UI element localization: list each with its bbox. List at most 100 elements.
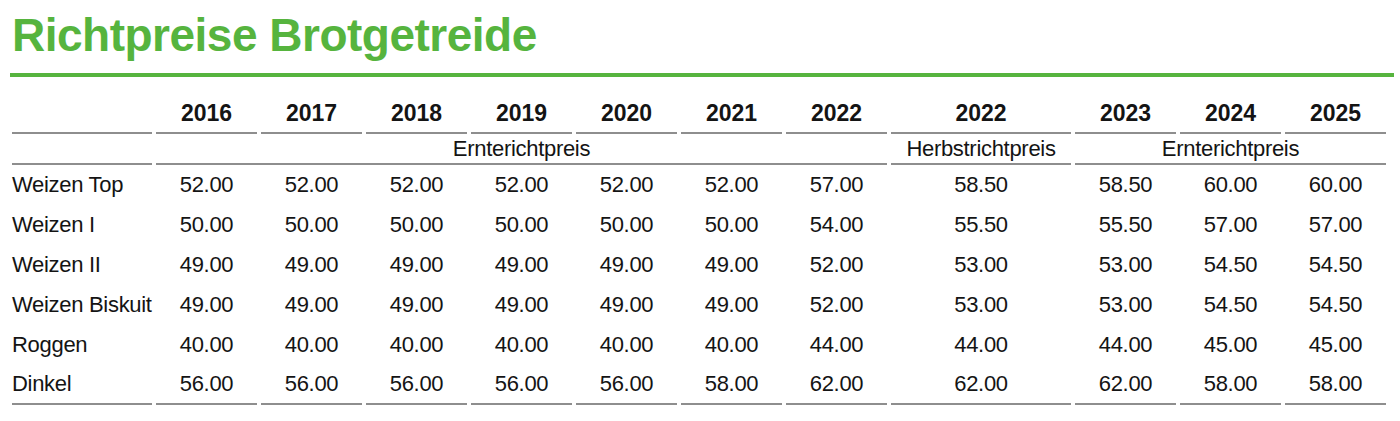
year-header-cell: 2024 [1180, 100, 1281, 134]
price-cell: 56.00 [366, 365, 467, 405]
price-cell: 44.00 [786, 325, 887, 365]
price-cell: 60.00 [1180, 165, 1281, 205]
price-cell: 56.00 [471, 365, 572, 405]
price-cell: 54.50 [1180, 245, 1281, 285]
page-title: Richtpreise Brotgetreide [12, 12, 1400, 58]
price-cell: 49.00 [471, 245, 572, 285]
price-cell: 49.00 [576, 285, 677, 325]
price-cell: 57.00 [1285, 205, 1386, 245]
price-cell: 50.00 [471, 205, 572, 245]
price-cell: 44.00 [891, 325, 1071, 365]
price-cell: 52.00 [261, 165, 362, 205]
year-header-cell: 2016 [156, 100, 257, 134]
price-cell: 58.50 [891, 165, 1071, 205]
price-cell: 62.00 [1075, 365, 1176, 405]
price-cell: 56.00 [156, 365, 257, 405]
title-underline-rule [10, 73, 1394, 77]
period-header-row: ErnterichtpreisHerbstrichtpreisErnterich… [12, 134, 1386, 165]
corner-cell [12, 100, 152, 134]
price-cell: 62.00 [786, 365, 887, 405]
price-cell: 45.00 [1285, 325, 1386, 365]
year-header-cell: 2022 [891, 100, 1071, 134]
price-cell: 54.50 [1180, 285, 1281, 325]
price-cell: 54.00 [786, 205, 887, 245]
year-header-cell: 2023 [1075, 100, 1176, 134]
year-header-cell: 2022 [786, 100, 887, 134]
year-header-cell: 2017 [261, 100, 362, 134]
price-cell: 50.00 [681, 205, 782, 245]
table-row: Roggen40.0040.0040.0040.0040.0040.0044.0… [12, 325, 1386, 365]
period-header-cell: Ernterichtpreis [156, 134, 887, 165]
row-label: Dinkel [12, 365, 152, 405]
price-cell: 53.00 [891, 285, 1071, 325]
price-cell: 55.50 [891, 205, 1071, 245]
row-label: Roggen [12, 325, 152, 365]
price-cell: 40.00 [156, 325, 257, 365]
price-table: 2016201720182019202020212022202220232024… [8, 100, 1390, 405]
year-header-cell: 2021 [681, 100, 782, 134]
price-cell: 52.00 [681, 165, 782, 205]
price-cell: 52.00 [471, 165, 572, 205]
price-cell: 49.00 [156, 285, 257, 325]
price-cell: 50.00 [261, 205, 362, 245]
price-cell: 44.00 [1075, 325, 1176, 365]
price-cell: 58.00 [1285, 365, 1386, 405]
price-cell: 40.00 [366, 325, 467, 365]
price-cell: 62.00 [891, 365, 1071, 405]
price-cell: 58.00 [1180, 365, 1281, 405]
price-cell: 49.00 [471, 285, 572, 325]
row-label: Weizen Top [12, 165, 152, 205]
price-cell: 60.00 [1285, 165, 1386, 205]
price-cell: 50.00 [576, 205, 677, 245]
price-cell: 56.00 [576, 365, 677, 405]
price-cell: 57.00 [786, 165, 887, 205]
price-cell: 57.00 [1180, 205, 1281, 245]
price-cell: 49.00 [366, 245, 467, 285]
price-cell: 50.00 [366, 205, 467, 245]
price-cell: 56.00 [261, 365, 362, 405]
price-cell: 52.00 [156, 165, 257, 205]
price-cell: 54.50 [1285, 245, 1386, 285]
price-cell: 53.00 [891, 245, 1071, 285]
row-label: Weizen II [12, 245, 152, 285]
year-header-cell: 2019 [471, 100, 572, 134]
price-cell: 49.00 [576, 245, 677, 285]
price-cell: 49.00 [261, 285, 362, 325]
row-label: Weizen Biskuit [12, 285, 152, 325]
price-cell: 55.50 [1075, 205, 1176, 245]
price-cell: 52.00 [366, 165, 467, 205]
year-header-cell: 2020 [576, 100, 677, 134]
price-cell: 49.00 [366, 285, 467, 325]
price-cell: 49.00 [681, 245, 782, 285]
price-cell: 58.50 [1075, 165, 1176, 205]
price-cell: 40.00 [261, 325, 362, 365]
table-row: Weizen II49.0049.0049.0049.0049.0049.005… [12, 245, 1386, 285]
price-cell: 53.00 [1075, 285, 1176, 325]
price-cell: 49.00 [261, 245, 362, 285]
price-cell: 45.00 [1180, 325, 1281, 365]
price-cell: 52.00 [786, 245, 887, 285]
row-label: Weizen I [12, 205, 152, 245]
year-header-cell: 2025 [1285, 100, 1386, 134]
corner-cell [12, 134, 152, 165]
price-cell: 52.00 [576, 165, 677, 205]
page: Richtpreise Brotgetreide 201620172018201… [0, 0, 1400, 421]
period-header-cell: Ernterichtpreis [1075, 134, 1386, 165]
price-cell: 49.00 [156, 245, 257, 285]
price-cell: 54.50 [1285, 285, 1386, 325]
table-row: Dinkel56.0056.0056.0056.0056.0058.0062.0… [12, 365, 1386, 405]
year-header-cell: 2018 [366, 100, 467, 134]
period-header-cell: Herbstrichtpreis [891, 134, 1071, 165]
price-cell: 52.00 [786, 285, 887, 325]
price-cell: 40.00 [576, 325, 677, 365]
price-cell: 40.00 [471, 325, 572, 365]
price-cell: 49.00 [681, 285, 782, 325]
price-cell: 50.00 [156, 205, 257, 245]
price-cell: 40.00 [681, 325, 782, 365]
table-row: Weizen Top52.0052.0052.0052.0052.0052.00… [12, 165, 1386, 205]
table-row: Weizen Biskuit49.0049.0049.0049.0049.004… [12, 285, 1386, 325]
year-header-row: 2016201720182019202020212022202220232024… [12, 100, 1386, 134]
price-cell: 58.00 [681, 365, 782, 405]
table-body: Weizen Top52.0052.0052.0052.0052.0052.00… [12, 165, 1386, 405]
price-cell: 53.00 [1075, 245, 1176, 285]
